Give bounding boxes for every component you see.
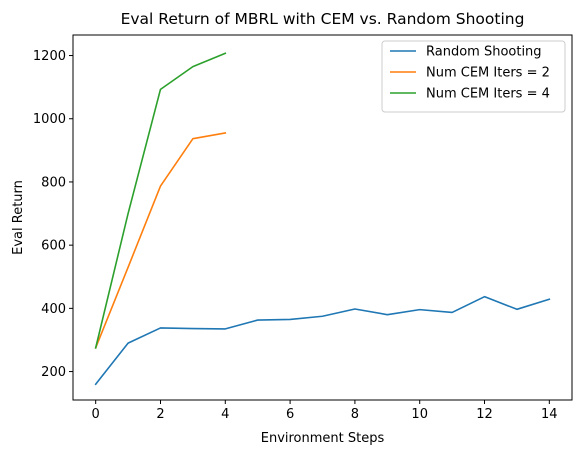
x-tick-label: 0 — [92, 407, 100, 422]
y-tick-label: 800 — [41, 175, 66, 190]
legend-label: Num CEM Iters = 2 — [426, 66, 550, 81]
x-tick-label: 14 — [541, 407, 558, 422]
x-tick-label: 12 — [476, 407, 493, 422]
chart-title: Eval Return of MBRL with CEM vs. Random … — [121, 10, 525, 28]
x-axis-label: Environment Steps — [261, 431, 385, 446]
axis-ticks: 0 2 4 6 8 10 12 14 200 400 600 800 1000 1200 — [33, 49, 558, 422]
series-line-3 — [94, 52, 227, 349]
y-axis-label: Eval Return — [11, 180, 26, 255]
y-tick-label: 600 — [41, 239, 66, 254]
series-line-2 — [94, 132, 227, 349]
y-tick-label: 1000 — [33, 112, 66, 127]
legend-label: Num CEM Iters = 4 — [426, 87, 550, 102]
plot-area — [94, 52, 551, 386]
y-tick-label: 1200 — [33, 49, 66, 64]
plot-frame — [72, 34, 573, 401]
x-tick-label: 2 — [156, 407, 164, 422]
x-tick-label: 8 — [351, 407, 359, 422]
x-tick-label: 4 — [221, 407, 229, 422]
legend-label: Random Shooting — [426, 45, 542, 60]
legend: Random Shooting Num CEM Iters = 2 Num CEM … — [381, 40, 566, 113]
y-tick-label: 200 — [41, 365, 66, 380]
series-line-1 — [94, 295, 551, 386]
x-tick-label: 6 — [286, 407, 294, 422]
legend-box — [381, 40, 566, 113]
x-tick-label: 10 — [411, 407, 428, 422]
y-tick-label: 400 — [41, 302, 66, 317]
